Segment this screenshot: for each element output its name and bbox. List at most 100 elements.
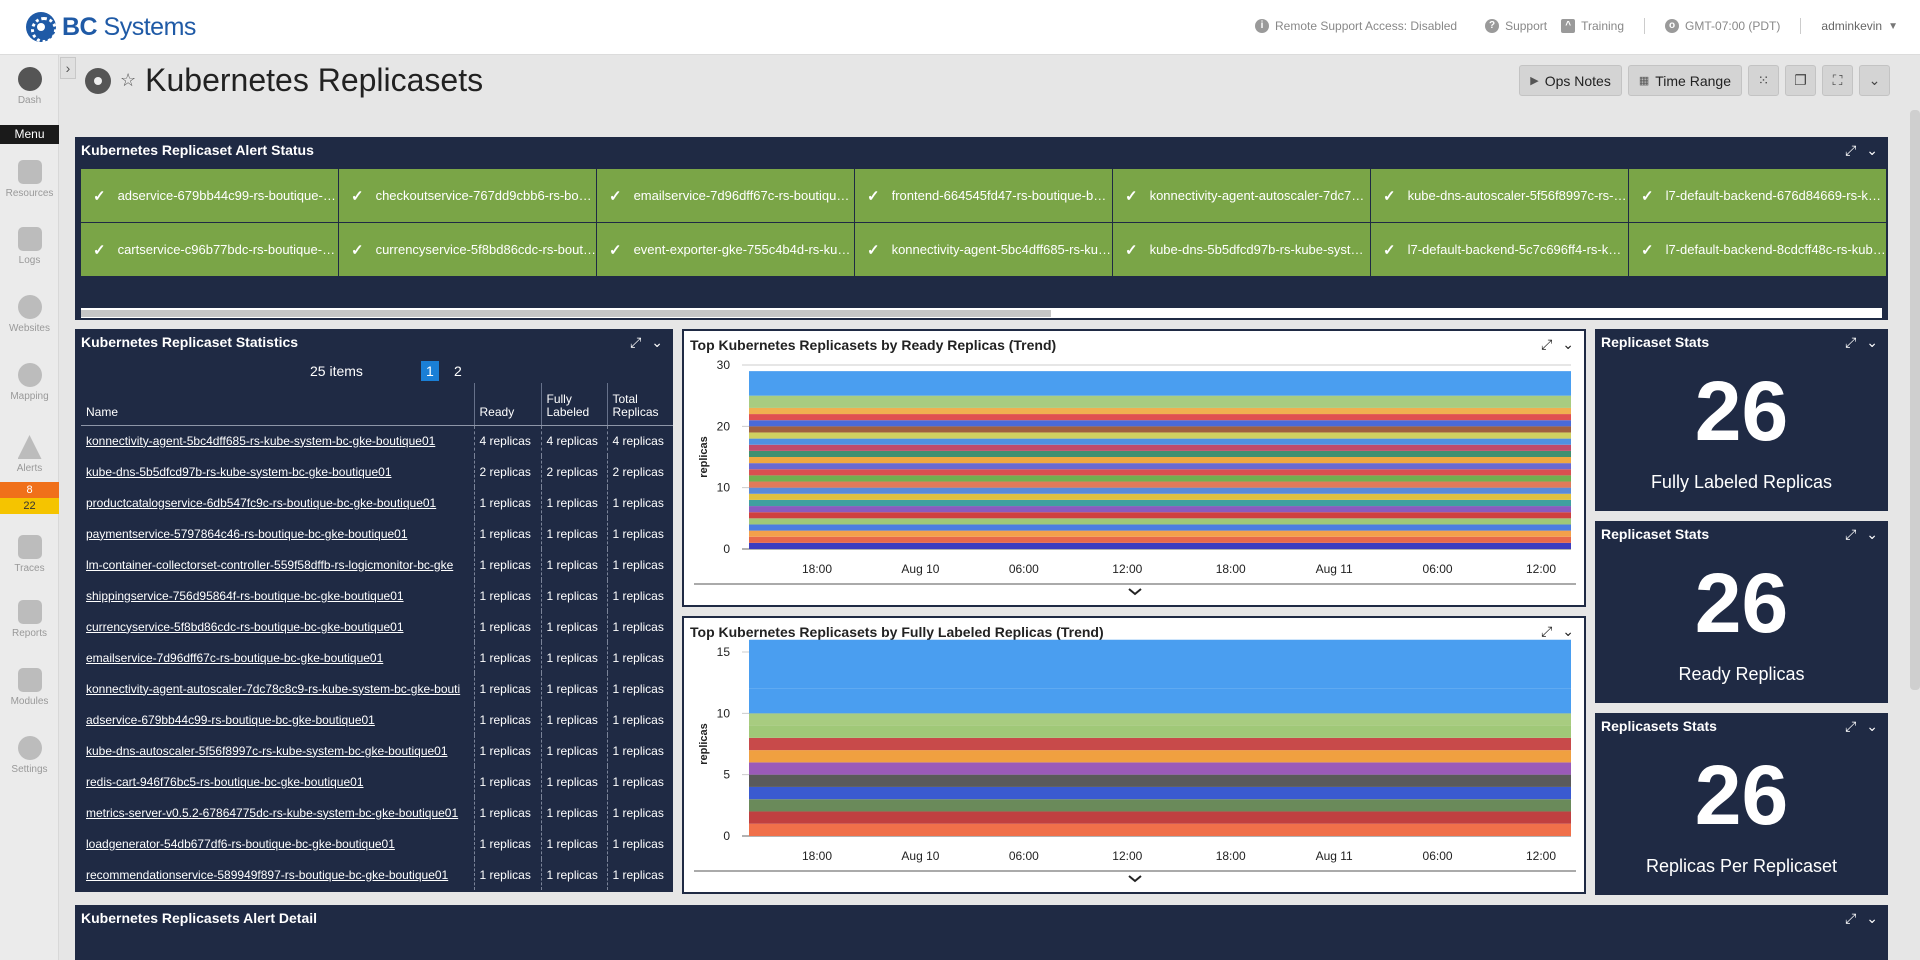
area-series-band[interactable] <box>749 524 1571 531</box>
area-series-band[interactable] <box>749 438 1571 445</box>
area-series-band[interactable] <box>749 444 1571 451</box>
area-series-band[interactable] <box>749 786 1571 800</box>
column-header-total-replicas[interactable]: Total Replicas <box>606 383 673 426</box>
replicaset-link[interactable]: paymentservice-5797864c46-rs-boutique-bc… <box>86 526 408 541</box>
replicaset-link[interactable]: emailservice-7d96dff67c-rs-boutique-bc-g… <box>86 650 384 665</box>
chevron-down-icon[interactable]: ⌄ <box>1562 623 1574 639</box>
replicaset-link[interactable]: lm-container-collectorset-controller-559… <box>86 557 454 572</box>
user-menu[interactable]: adminkevin ▼ <box>1821 19 1898 33</box>
column-header-fully-labeled[interactable]: Fully Labeled <box>540 383 607 426</box>
replicaset-link[interactable]: adservice-679bb44c99-rs-boutique-bc-gke-… <box>86 712 375 727</box>
legend-expand-chevron-icon[interactable] <box>1128 588 1142 596</box>
legend-expand-chevron-icon[interactable] <box>1128 875 1142 883</box>
area-series-band[interactable] <box>749 737 1571 751</box>
area-series-band[interactable] <box>749 811 1571 824</box>
area-series-band[interactable] <box>749 450 1571 457</box>
area-series-band[interactable] <box>749 750 1571 763</box>
ops-notes-button[interactable]: ▶ Ops Notes <box>1519 65 1622 96</box>
area-series-band[interactable] <box>749 457 1571 464</box>
more-options-button[interactable]: ⌄ <box>1859 65 1890 96</box>
area-series-band[interactable] <box>749 499 1571 507</box>
training-link[interactable]: ^ Training <box>1561 19 1624 33</box>
replicaset-link[interactable]: productcatalogservice-6db547fc9c-rs-bout… <box>86 495 437 510</box>
area-series-band[interactable] <box>749 371 1571 396</box>
alert-status-tile[interactable]: ✓ konnectivity-agent-autoscaler-7dc78c8c9… <box>1113 169 1370 222</box>
expand-icon[interactable] <box>1845 334 1856 351</box>
chevron-down-icon[interactable]: ⌄ <box>1866 526 1878 542</box>
replicaset-link[interactable]: loadgenerator-54db677df6-rs-boutique-bc-… <box>86 836 395 851</box>
chevron-down-icon[interactable]: ⌄ <box>1866 910 1878 926</box>
page-1-button[interactable]: 1 <box>420 361 439 381</box>
scrollbar-thumb[interactable] <box>81 310 1051 317</box>
expand-icon[interactable] <box>1845 718 1856 735</box>
widget-layout-button[interactable]: ⁙ <box>1748 65 1779 96</box>
expand-icon[interactable] <box>630 334 641 351</box>
area-series-band[interactable] <box>749 481 1571 488</box>
area-series-band[interactable] <box>749 823 1571 836</box>
replicaset-link[interactable]: metrics-server-v0.5.2-67864775dc-rs-kube… <box>86 805 459 820</box>
area-series-band[interactable] <box>749 713 1571 726</box>
alert-status-tile[interactable]: ✓ emailservice-7d96dff67c-rs-boutique-bc-… <box>597 169 854 222</box>
replicaset-link[interactable]: redis-cart-946f76bc5-rs-boutique-bc-gke-… <box>86 774 364 789</box>
alert-status-tile[interactable]: ✓ l7-default-backend-676d84669-rs-kube-sy… <box>1629 169 1886 222</box>
replicaset-link[interactable]: currencyservice-5f8bd86cdc-rs-boutique-b… <box>86 619 404 634</box>
horizontal-scrollbar[interactable] <box>81 308 1882 318</box>
area-series-band[interactable] <box>749 463 1571 470</box>
page-2-button[interactable]: 2 <box>454 363 462 379</box>
area-series-band[interactable] <box>749 506 1571 513</box>
alert-status-tile[interactable]: ✓ currencyservice-5f8bd86cdc-rs-boutique-… <box>339 223 596 276</box>
sidebar-item-modules[interactable]: Modules <box>0 668 59 707</box>
expand-icon[interactable] <box>1845 142 1856 159</box>
alert-status-tile[interactable]: ✓ cartservice-c96b77bdc-rs-boutique-bc-gk… <box>81 223 338 276</box>
area-series-band[interactable] <box>749 530 1571 537</box>
column-header-ready[interactable]: Ready <box>473 383 541 426</box>
expand-icon[interactable] <box>1845 910 1856 927</box>
area-series-band[interactable] <box>749 426 1571 433</box>
sidebar-item-alerts[interactable]: Alerts <box>0 435 59 474</box>
area-series-band[interactable] <box>749 799 1571 812</box>
area-series-band[interactable] <box>749 487 1571 494</box>
alert-status-tile[interactable]: ✓ konnectivity-agent-5bc4dff685-rs-kube-s… <box>855 223 1112 276</box>
replicaset-link[interactable]: konnectivity-agent-autoscaler-7dc78c8c9-… <box>86 681 461 696</box>
sidebar-item-traces[interactable]: Traces <box>0 535 59 574</box>
area-series-band[interactable] <box>749 725 1571 738</box>
area-series-band[interactable] <box>749 395 1571 408</box>
time-range-button[interactable]: ▦ Time Range <box>1627 65 1742 96</box>
area-series-band[interactable] <box>749 432 1571 439</box>
favorite-star-icon[interactable]: ☆ <box>120 70 137 90</box>
chevron-down-icon[interactable]: ⌄ <box>651 334 663 350</box>
replicaset-link[interactable]: konnectivity-agent-5bc4dff685-rs-kube-sy… <box>86 433 436 448</box>
timezone-selector[interactable]: o GMT-07:00 (PDT) <box>1665 19 1780 33</box>
sidebar-item-reports[interactable]: Reports <box>0 600 59 639</box>
chevron-down-icon[interactable]: ⌄ <box>1866 142 1878 158</box>
sidebar-item-logs[interactable]: Logs <box>0 227 59 266</box>
area-series-band[interactable] <box>749 774 1571 787</box>
sidebar-item-settings[interactable]: Settings <box>0 736 59 775</box>
area-series-band[interactable] <box>749 475 1571 482</box>
replicaset-link[interactable]: kube-dns-autoscaler-5f56f8997c-rs-kube-s… <box>86 743 448 758</box>
area-series-band[interactable] <box>749 493 1571 500</box>
area-series-band[interactable] <box>749 512 1571 519</box>
chevron-down-icon[interactable]: ⌄ <box>1866 718 1878 734</box>
sidebar-item-mapping[interactable]: Mapping <box>0 363 59 402</box>
alert-status-tile[interactable]: ✓ kube-dns-5b5dfcd97b-rs-kube-system-bc-g… <box>1113 223 1370 276</box>
sidebar-item-resources[interactable]: Resources <box>0 160 59 199</box>
alert-status-tile[interactable]: ✓ l7-default-backend-5c7c696ff4-rs-kube-s… <box>1371 223 1628 276</box>
area-series-band[interactable] <box>749 762 1571 775</box>
column-header-name[interactable]: Name <box>81 383 474 426</box>
chevron-down-icon[interactable]: ⌄ <box>1562 336 1574 352</box>
remote-support-status[interactable]: i Remote Support Access: Disabled <box>1254 19 1457 33</box>
support-link[interactable]: ? Support <box>1485 19 1547 33</box>
clone-button[interactable]: ❐ <box>1785 65 1816 96</box>
sidebar-item-websites[interactable]: Websites <box>0 295 59 334</box>
page-vertical-scrollbar[interactable] <box>1910 110 1920 690</box>
alert-status-tile[interactable]: ✓ event-exporter-gke-755c4b4d-rs-kube-sys… <box>597 223 854 276</box>
alert-status-tile[interactable]: ✓ l7-default-backend-8cdcff48c-rs-kube-sy… <box>1629 223 1886 276</box>
alert-count-error[interactable]: 8 <box>0 482 59 498</box>
area-series-band[interactable] <box>749 518 1571 525</box>
sidebar-expand-toggle[interactable]: › <box>60 57 76 79</box>
area-series-band[interactable] <box>749 639 1571 689</box>
brand-logo[interactable]: BC Systems <box>26 12 196 43</box>
replicaset-link[interactable]: recommendationservice-589949f897-rs-bout… <box>86 867 449 882</box>
sidebar-item-dash[interactable]: Dash <box>0 67 59 106</box>
